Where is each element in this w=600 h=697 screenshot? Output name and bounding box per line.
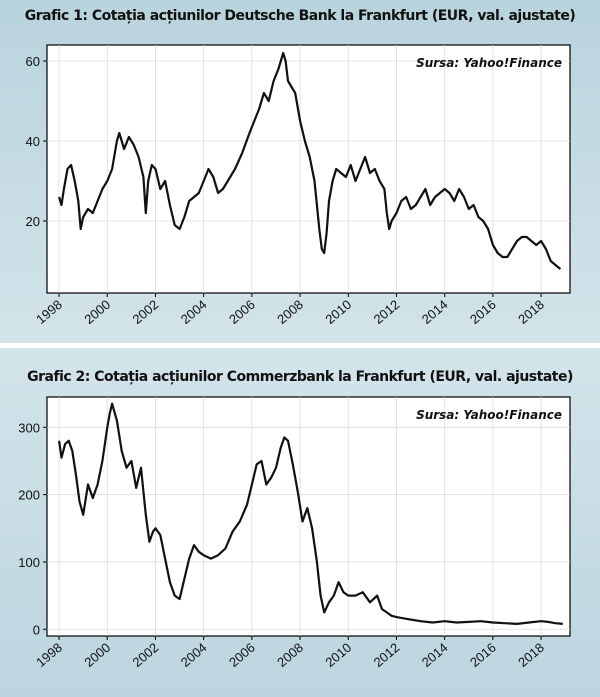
y-tick-label: 200 xyxy=(18,488,40,503)
x-tick-label: 2002 xyxy=(130,640,162,670)
x-tick-label: 2012 xyxy=(371,297,403,327)
x-tick-label: 2004 xyxy=(178,297,210,327)
x-tick-label: 2014 xyxy=(419,297,451,327)
chart-title-2: Grafic 2: Cotația acțiunilor Commerzbank… xyxy=(27,369,573,385)
chart-1-svg: 20 40 60 1998 2000 2002 2004 2006 2008 2010 2012 20… xyxy=(26,44,571,327)
panel-divider xyxy=(0,343,600,348)
y-tick-label: 60 xyxy=(26,54,40,69)
price-line-2 xyxy=(58,402,563,625)
y-tick-label: 0 xyxy=(33,622,40,637)
x-tick-label: 2018 xyxy=(515,640,547,670)
x-tick-label: 2004 xyxy=(178,640,210,670)
x-tick-label: 2000 xyxy=(81,297,113,327)
x-tick-label: 1998 xyxy=(33,297,65,327)
x-tick-label: 2000 xyxy=(81,640,113,670)
chart-2-svg: 0 100 200 300 1998 2000 2002 2004 2006 2008 2010 20… xyxy=(18,396,571,670)
x-tick-label: 2006 xyxy=(226,640,258,670)
x-tick-label: 2008 xyxy=(274,297,306,327)
x-tick-label: 2018 xyxy=(515,297,547,327)
x-tick-label: 2012 xyxy=(371,640,403,670)
x-tick-label: 2010 xyxy=(322,297,354,327)
x-tick-label: 2014 xyxy=(419,640,451,670)
x-tick-label: 2002 xyxy=(130,297,162,327)
y-tick-label: 300 xyxy=(18,420,40,435)
source-note: Sursa: Yahoo!Finance xyxy=(416,56,562,70)
x-tick-label: 2006 xyxy=(226,297,258,327)
plot-area-1 xyxy=(46,44,571,294)
chart-title-1: Grafic 1: Cotația acțiunilor Deutsche Ba… xyxy=(24,8,576,24)
x-tick-label: 2008 xyxy=(274,640,306,670)
x-tick-label: 2016 xyxy=(467,640,499,670)
y-tick-label: 20 xyxy=(26,214,40,229)
x-tick-label: 2010 xyxy=(322,640,354,670)
y-tick-label: 100 xyxy=(18,555,40,570)
source-note: Sursa: Yahoo!Finance xyxy=(416,408,562,422)
x-tick-label: 1998 xyxy=(33,640,65,670)
y-tick-label: 40 xyxy=(26,134,40,149)
price-line-1 xyxy=(58,51,562,270)
x-tick-label: 2016 xyxy=(467,297,499,327)
